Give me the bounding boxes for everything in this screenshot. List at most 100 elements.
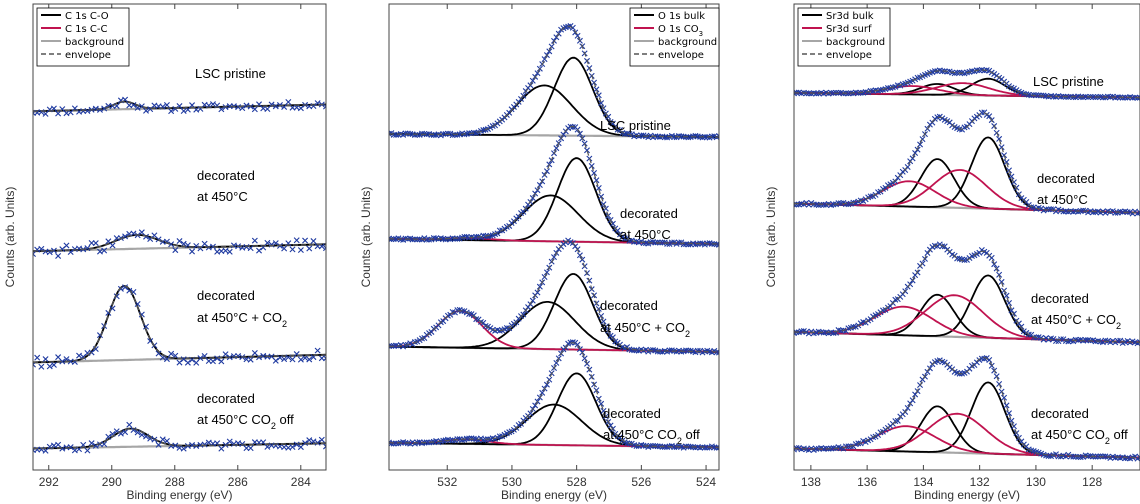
data-point [302,237,309,244]
data-point [996,135,1003,142]
data-point [393,131,400,138]
data-point [122,429,129,436]
data-point [205,439,212,446]
data-point [986,356,993,363]
data-point [917,141,924,148]
data-point [954,69,961,76]
data-point [1057,336,1064,343]
data-point [289,246,296,253]
data-point [314,439,321,446]
data-point [968,68,975,75]
envelope-line [33,100,326,112]
spectrum-label-line: at 450°C [1037,192,1088,207]
envelope-line [794,69,1140,99]
data-point [389,440,395,447]
envelope-line [389,125,719,245]
data-point [961,257,968,264]
spectrum-1 [33,96,326,117]
data-point [1112,209,1119,216]
data-point [628,346,635,353]
data-point [657,348,664,355]
data-point [172,352,179,359]
data-point [84,108,91,114]
data-point [1003,402,1010,409]
data-point [716,444,719,451]
data-point [390,131,397,138]
data-point [680,241,687,248]
data-point [463,435,470,442]
data-point [402,130,409,137]
data-point [600,318,607,325]
data-point [1055,453,1062,460]
data-point [92,105,99,112]
data-point [251,106,258,113]
spectrum-label: decorated at 450°C [197,168,255,204]
data-point [652,239,659,246]
data-points [33,96,326,117]
spectrum-2 [794,109,1140,217]
data-point [247,356,254,363]
data-point [598,400,605,407]
spectrum-label-line: at 450°C [197,189,248,204]
data-point [285,99,292,105]
data-point [794,201,797,208]
data-point [84,447,91,454]
data-point [310,238,317,245]
data-point [574,32,581,39]
data-point [222,247,229,254]
data-point [716,133,719,140]
spectrum-4 [389,339,719,451]
data-point [675,239,682,246]
legend-entry-label: O 1s bulk [658,11,705,22]
chart-panel-sr3d: LSC pristine decorated at 450°C decorated at… [764,3,1140,502]
data-point [591,170,598,176]
plot-area [794,66,1140,462]
data-point [845,443,852,450]
data-point [553,145,560,152]
data-point [297,105,304,112]
legend-entry-label: background [65,37,124,48]
data-point [716,349,719,356]
data-point [101,441,108,448]
data-point [1033,92,1040,99]
data-point [659,239,666,246]
data-point [884,84,891,91]
spectrum-label-line: at 450°C + CO2 [197,310,287,329]
data-point [134,429,141,436]
spectrum-label: decorated at 450°C CO2 off [1031,406,1128,446]
data-point [818,201,825,208]
data-point [163,356,170,363]
data-point [306,437,313,444]
data-point [180,240,187,247]
data-point [654,348,661,355]
envelope-line [389,342,719,448]
data-point [50,361,57,368]
data-point [138,103,145,110]
spectrum-label-line: decorated [600,298,658,313]
data-point [172,247,179,254]
data-point [407,130,414,137]
spectrum-4 [794,355,1140,462]
data-point [569,24,576,31]
data-point [444,130,451,137]
data-point [268,241,275,248]
component-peak-1 [389,273,719,353]
data-point [440,130,447,137]
data-point [1008,417,1015,424]
data-point [440,437,447,444]
data-point [1129,94,1136,101]
data-point [197,355,204,362]
x-tick-label: 138 [801,475,821,489]
legend-entry-label: background [658,37,717,48]
legend-entry-label: C 1s C-O [65,11,109,22]
data-point [1067,453,1074,460]
legend-box [629,7,720,67]
spectrum-label-line: at 450°C + CO2 [600,320,690,339]
data-point [1060,208,1067,215]
data-point [84,245,91,252]
data-point [647,239,654,246]
data-point [828,89,835,96]
legend-entry-label: envelope [658,50,704,61]
data-point [496,227,503,234]
spectrum-label-line: decorated [603,406,661,421]
